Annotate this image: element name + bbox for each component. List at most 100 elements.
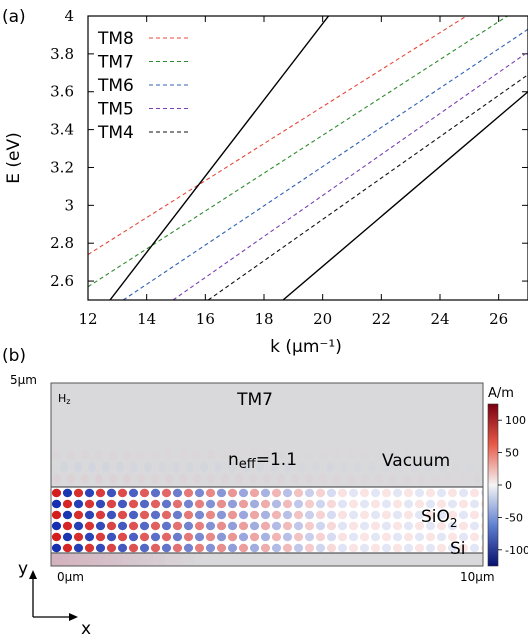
field-max [161, 488, 172, 498]
field-max [348, 499, 359, 509]
field-min [425, 521, 436, 531]
region-vacuum: Vacuum [382, 451, 450, 471]
evanescent-blob [263, 450, 271, 460]
field-max [249, 532, 260, 542]
y-axis-label: E (eV) [4, 132, 24, 184]
evanescent-blob [88, 462, 96, 472]
field-min [238, 510, 249, 520]
field-max [370, 521, 381, 531]
si-region [51, 553, 483, 566]
field-min [205, 543, 216, 553]
evanescent-blob [319, 474, 327, 484]
substrate-leak [75, 554, 81, 566]
field-min [293, 543, 304, 553]
field-min [469, 543, 480, 553]
field-min [117, 521, 128, 531]
field-min [172, 510, 183, 520]
field-max [326, 543, 337, 553]
field-max [172, 521, 183, 531]
field-min [227, 521, 238, 531]
field-min [73, 543, 84, 553]
evanescent-blob [123, 450, 131, 460]
field-min [84, 532, 95, 542]
field-min [458, 510, 469, 520]
legend-label: TM6 [97, 76, 134, 96]
field-max [161, 532, 172, 542]
evanescent-blob [67, 450, 75, 460]
field-max [282, 499, 293, 509]
field-max [436, 521, 447, 531]
field-min [194, 532, 205, 542]
field-min [458, 488, 469, 498]
field-max [73, 488, 84, 498]
tick-marks [87, 15, 528, 300]
substrate-leak [57, 554, 63, 566]
map-frame [50, 382, 484, 567]
evanescent-blob [137, 450, 145, 460]
evanescent-blob [410, 462, 418, 472]
field-min [117, 543, 128, 553]
field-max [227, 488, 238, 498]
field-max [425, 510, 436, 520]
field-max [150, 499, 161, 509]
field-min [282, 488, 293, 498]
field-max [62, 521, 73, 531]
evanescent-blob [200, 462, 208, 472]
x-axis-label: k (µm⁻¹) [270, 337, 342, 357]
field-max [271, 532, 282, 542]
light-line-5 [109, 16, 330, 300]
field-max [414, 521, 425, 531]
legend-label: TM4 [97, 123, 134, 143]
field-max [238, 543, 249, 553]
field-min [458, 532, 469, 542]
field-min [304, 510, 315, 520]
series-lines [88, 16, 528, 300]
field-max [392, 499, 403, 509]
field-max [315, 488, 326, 498]
x-tick-label: 20 [313, 310, 332, 328]
evanescent-blob [389, 450, 397, 460]
evanescent-blob [389, 474, 397, 484]
evanescent-blob [249, 474, 257, 484]
field-min [62, 510, 73, 520]
substrate-leak [69, 554, 75, 566]
substrate-leak [99, 554, 105, 566]
field-max [205, 532, 216, 542]
field-max [260, 521, 271, 531]
x-right-label: 10µm [460, 570, 495, 584]
field-max [414, 543, 425, 553]
field-min [315, 521, 326, 531]
field-min [106, 488, 117, 498]
colorbar-tick-label: 50 [505, 447, 519, 460]
field-min [172, 488, 183, 498]
field-min [139, 499, 150, 509]
field-max [480, 500, 483, 508]
field-min [337, 543, 348, 553]
x-left-label: 0µm [57, 570, 84, 584]
panel-a-label: (a) [2, 7, 26, 27]
field-max [172, 543, 183, 553]
field-min [414, 488, 425, 498]
evanescent-blob [291, 450, 299, 460]
field-max [271, 488, 282, 498]
evanescent-blob [151, 474, 159, 484]
field-min [271, 521, 282, 531]
field-max [51, 532, 62, 542]
field-max [139, 488, 150, 498]
field-min [73, 521, 84, 531]
substrate-leak [123, 554, 129, 566]
field-min [172, 532, 183, 542]
field-min [227, 499, 238, 509]
field-min [326, 488, 337, 498]
field-max [95, 488, 106, 498]
field-max [282, 543, 293, 553]
evanescent-blob [368, 462, 376, 472]
field-max [238, 521, 249, 531]
y-arrowhead [29, 570, 37, 579]
field-max [480, 544, 483, 552]
field-max [293, 488, 304, 498]
colorbar-tick-label: 0 [505, 479, 512, 492]
field-min [447, 499, 458, 509]
field-min [150, 532, 161, 542]
field-min [51, 499, 62, 509]
